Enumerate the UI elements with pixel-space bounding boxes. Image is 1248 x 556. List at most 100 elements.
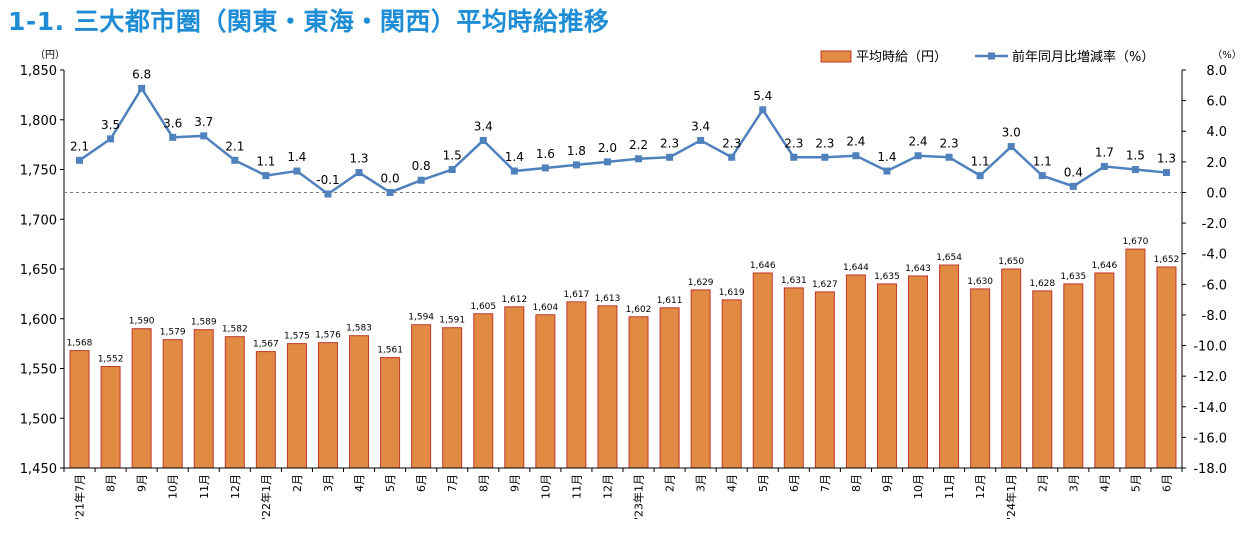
wage-bar bbox=[286, 343, 307, 469]
x-axis-category-label: 11月 bbox=[198, 474, 211, 499]
growth-rate-point bbox=[479, 136, 487, 144]
wage-bar-value-label: 1,611 bbox=[657, 296, 683, 306]
wage-bar-value-label: 1,650 bbox=[998, 257, 1024, 267]
growth-rate-value-label: 2.2 bbox=[629, 138, 648, 152]
wage-bar-value-label: 1,589 bbox=[191, 318, 217, 328]
growth-rate-point bbox=[759, 106, 767, 114]
growth-rate-point bbox=[635, 155, 643, 163]
growth-rate-line bbox=[78, 86, 1167, 196]
x-axis-category-label: 12月 bbox=[601, 474, 614, 499]
wage-bar bbox=[193, 329, 214, 469]
wage-bar-value-label: 1,567 bbox=[253, 340, 279, 350]
wage-bar bbox=[442, 327, 463, 469]
growth-rate-value-label: 0.0 bbox=[381, 171, 400, 185]
growth-rate-value-label: 1.8 bbox=[567, 144, 586, 158]
x-axis-category-label: '24年1月 bbox=[1004, 474, 1018, 520]
wage-bar-value-label: 1,628 bbox=[1029, 279, 1055, 289]
growth-rate-value-label: 1.6 bbox=[536, 147, 555, 161]
growth-rate-point bbox=[790, 153, 798, 161]
legend-line-label: 前年同月比増減率（%） bbox=[1012, 49, 1154, 65]
growth-rate-point bbox=[448, 166, 456, 173]
x-axis-category-label: 4月 bbox=[1098, 474, 1111, 492]
growth-rate-value-label: 2.3 bbox=[660, 136, 679, 150]
wage-bar bbox=[752, 272, 773, 469]
wage-bar bbox=[814, 291, 835, 469]
x-axis-category-label: 3月 bbox=[1067, 474, 1080, 492]
x-axis-category-label: 2月 bbox=[1036, 474, 1049, 492]
x-axis-category-label: 9月 bbox=[881, 474, 894, 492]
wage-bar-value-label: 1,644 bbox=[843, 263, 869, 273]
left-axis-tick-label: 1,850 bbox=[20, 64, 57, 79]
x-axis-category-label: 10月 bbox=[167, 474, 180, 499]
wage-bar-value-label: 1,629 bbox=[688, 278, 714, 288]
growth-rate-point bbox=[293, 167, 301, 175]
x-axis-category-label: 3月 bbox=[322, 474, 335, 492]
x-axis-category-label: 8月 bbox=[105, 474, 118, 492]
growth-rate-value-label: 0.4 bbox=[1064, 165, 1083, 179]
page-title: 1-1. 三大都市圏（関東・東海・関西）平均時給推移 bbox=[8, 7, 610, 36]
wage-bar bbox=[224, 336, 245, 469]
x-axis-category-label: 4月 bbox=[353, 474, 366, 492]
wage-bar bbox=[690, 289, 711, 469]
x-axis-category-label: 12月 bbox=[974, 474, 987, 499]
growth-rate-point bbox=[945, 153, 953, 161]
growth-rate-point bbox=[1100, 162, 1108, 170]
growth-rate-point bbox=[262, 172, 270, 180]
x-axis-category-label: 5月 bbox=[757, 474, 770, 492]
wage-bar bbox=[162, 339, 183, 469]
growth-rate-point bbox=[1069, 182, 1077, 190]
growth-rate-value-label: 3.4 bbox=[691, 119, 710, 133]
wage-bar bbox=[876, 283, 897, 469]
wage-bar bbox=[1125, 248, 1146, 469]
x-axis-category-label: 11月 bbox=[943, 474, 956, 499]
right-axis-tick-label: -14.0 bbox=[1193, 401, 1227, 416]
right-axis-unit: （%） bbox=[1212, 49, 1242, 61]
growth-rate-point bbox=[728, 153, 736, 161]
growth-rate-value-label: 1.1 bbox=[1033, 155, 1052, 169]
x-axis-category-label: 12月 bbox=[229, 474, 242, 499]
growth-rate-value-label: 1.3 bbox=[349, 152, 368, 166]
left-axis-tick-label: 1,600 bbox=[20, 313, 57, 328]
growth-rate-point bbox=[510, 167, 518, 175]
left-axis-tick-label: 1,700 bbox=[20, 213, 57, 228]
x-axis-category-label: 5月 bbox=[1129, 474, 1142, 492]
right-axis-tick-label: 8.0 bbox=[1206, 64, 1227, 79]
left-axis-tick-label: 1,550 bbox=[20, 363, 57, 378]
right-axis-tick-label: -16.0 bbox=[1193, 431, 1227, 446]
wage-bar-value-label: 1,630 bbox=[967, 277, 993, 287]
wage-bar-value-label: 1,568 bbox=[67, 339, 93, 349]
x-axis-category-label: 8月 bbox=[477, 474, 490, 492]
growth-rate-value-label: 0.8 bbox=[412, 159, 431, 173]
growth-rate-value-label: 2.3 bbox=[940, 136, 959, 150]
growth-rate-value-label: 3.5 bbox=[101, 118, 120, 132]
wage-bar bbox=[255, 351, 276, 469]
wage-bar-value-label: 1,646 bbox=[750, 261, 776, 271]
wage-bar bbox=[380, 357, 401, 469]
left-axis-tick-label: 1,650 bbox=[20, 263, 57, 278]
wage-bar-value-label: 1,604 bbox=[532, 303, 558, 313]
wage-bar bbox=[783, 287, 804, 469]
x-axis-category-label: 2月 bbox=[291, 474, 304, 492]
x-axis-category-label: '21年7月 bbox=[73, 474, 87, 520]
wage-bar bbox=[721, 299, 742, 469]
wage-bar-value-label: 1,602 bbox=[626, 305, 652, 315]
wage-bar-value-label: 1,605 bbox=[470, 302, 496, 312]
growth-rate-point bbox=[386, 188, 394, 196]
growth-rate-point bbox=[138, 84, 146, 92]
growth-rate-value-label: 1.3 bbox=[1157, 152, 1176, 166]
growth-rate-value-label: 1.4 bbox=[505, 150, 524, 164]
wage-bar-value-label: 1,631 bbox=[781, 276, 807, 286]
growth-rate-value-label: 2.3 bbox=[722, 136, 741, 150]
growth-rate-point bbox=[169, 133, 177, 141]
wage-bar-value-label: 1,591 bbox=[439, 316, 465, 326]
x-axis-category-label: '22年1月 bbox=[259, 474, 273, 520]
growth-rate-point bbox=[883, 167, 891, 175]
growth-rate-point bbox=[852, 152, 860, 160]
wage-bar bbox=[69, 350, 90, 469]
x-axis-category-label: 9月 bbox=[136, 474, 149, 492]
growth-rate-point bbox=[541, 164, 549, 172]
x-axis-category-label: 7月 bbox=[446, 474, 459, 492]
wage-bar-value-label: 1,619 bbox=[719, 288, 745, 298]
wage-bar bbox=[349, 335, 370, 469]
wage-bar bbox=[628, 316, 649, 469]
